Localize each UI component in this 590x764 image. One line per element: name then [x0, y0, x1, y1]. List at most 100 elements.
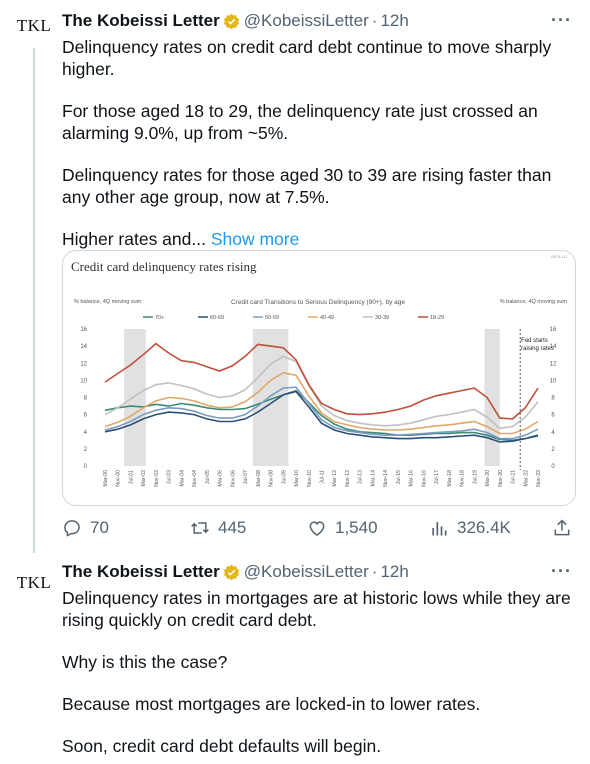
share-button[interactable]: [552, 516, 572, 540]
author-handle[interactable]: @KobeissiLetter: [243, 11, 369, 30]
series-line-70+: [104, 389, 539, 442]
retweet-button[interactable]: 445: [190, 516, 246, 540]
tweet-paragraph: For those aged 18 to 29, the delinquency…: [62, 101, 538, 143]
more-options-icon[interactable]: ···: [551, 10, 572, 30]
y-tick-label-right: 10: [550, 378, 557, 384]
y-tick-label-right: 4: [551, 430, 555, 436]
x-tick-label: Jul-05: [205, 470, 211, 484]
y-tick-label-left: 0: [84, 464, 88, 470]
timestamp[interactable]: 12h: [380, 11, 409, 30]
y-tick-label-right: 14: [550, 344, 557, 350]
x-axis-ticks: Mar-00 Nov-00 Jul-01 Mar-02 Nov-02 Jul-03 Mar-…: [103, 470, 542, 487]
x-tick-label: Mar-16: [409, 470, 415, 487]
x-tick-label: Jul-09: [281, 470, 287, 484]
x-tick-label: Nov-18: [460, 470, 466, 487]
reply-button[interactable]: 70: [62, 516, 109, 540]
views-button[interactable]: 326.4K: [429, 516, 511, 540]
y-tick-label-right: 12: [550, 361, 557, 367]
tweet-2[interactable]: TKL The Kobeissi Letter @KobeissiLetter …: [0, 555, 590, 764]
legend-label: 70+: [155, 315, 164, 321]
left-axis-unit: % balance, 4Q moving sum: [74, 299, 142, 305]
series-line-18-29: [104, 342, 539, 420]
like-button[interactable]: 1,540: [307, 516, 378, 540]
tweet-text: Delinquency rates in mortgages are at hi…: [62, 587, 577, 757]
series-lines: [104, 342, 539, 443]
tweet-1[interactable]: TKL The Kobeissi Letter @KobeissiLetter …: [0, 0, 590, 553]
retweet-count: 445: [218, 518, 247, 537]
x-tick-label: Mar-18: [447, 470, 453, 487]
series-line-30-39: [104, 355, 539, 430]
like-count: 1,540: [335, 518, 378, 537]
x-tick-label: Nov-20: [498, 470, 504, 487]
series-line-50-59: [104, 386, 539, 440]
reply-count: 70: [90, 518, 109, 537]
thread-line: [33, 48, 35, 553]
recession-bands: [124, 329, 500, 466]
x-tick-label: Jul-13: [358, 470, 364, 484]
y-tick-label-left: 2: [84, 447, 88, 453]
right-axis-unit: % balance, 4Q moving sum: [500, 299, 568, 305]
legend-label: 18-29: [430, 315, 444, 321]
x-tick-label: Jul-15: [396, 470, 402, 484]
reply-icon: [64, 520, 80, 537]
views-count: 326.4K: [457, 518, 511, 537]
tweet-paragraph: Soon, credit card debt defaults will beg…: [62, 736, 382, 756]
x-tick-label: Jul-11: [320, 470, 326, 484]
y-tick-label-right: 16: [550, 327, 557, 333]
y-tick-label-left: 8: [84, 396, 88, 402]
separator: ·: [371, 562, 378, 581]
x-tick-label: Jul-21: [511, 470, 517, 484]
x-tick-label: Nov-08: [269, 470, 275, 487]
x-tick-label: Nov-02: [154, 470, 160, 487]
x-tick-label: Mar-06: [218, 470, 224, 487]
tweet-paragraph: Delinquency rates in mortgages are at hi…: [62, 588, 571, 630]
author-name[interactable]: The Kobeissi Letter: [62, 11, 220, 30]
y-tick-label-right: 2: [551, 447, 555, 453]
x-tick-label: Jul-07: [243, 470, 249, 484]
chart-title: Credit card delinquency rates rising: [71, 259, 257, 274]
y-tick-label-right: 8: [551, 396, 555, 402]
x-tick-label: Mar-04: [179, 470, 185, 487]
views-icon: [432, 522, 447, 536]
tweet-paragraph: Delinquency rates for those aged 30 to 3…: [62, 165, 552, 207]
y-tick-label-left: 16: [80, 327, 87, 333]
x-tick-label: Nov-06: [230, 470, 236, 487]
avatar-text: TKL: [16, 573, 52, 592]
chart-legend: 70+ 60-69 50-59 40-49 30-39 18-29: [143, 315, 444, 321]
tweet-header: The Kobeissi Letter @KobeissiLetter · 12…: [62, 561, 409, 583]
chart-image[interactable]: APOLLO Credit card delinquency rates ris…: [62, 250, 576, 506]
timestamp[interactable]: 12h: [380, 562, 409, 581]
x-tick-label: Nov-10: [307, 470, 313, 487]
legend-label: 30-39: [375, 315, 389, 321]
y-tick-label-left: 6: [84, 413, 88, 419]
y-tick-label-left: 4: [84, 430, 88, 436]
heart-icon: [309, 521, 325, 536]
x-tick-label: Mar-14: [370, 470, 376, 487]
author-handle[interactable]: @KobeissiLetter: [243, 562, 369, 581]
x-tick-label: Jul-17: [434, 470, 440, 484]
y-tick-label-right: 6: [551, 413, 555, 419]
action-bar: 70 445 1,540 326.4K: [62, 516, 577, 540]
verified-badge-icon: [223, 564, 239, 580]
fed-annotation: Fed starts raising rates: [521, 338, 554, 352]
y-axis-ticks: 0 0 2 2 4 4 6 6 8 8 10 10 12 12 14 14 16 16: [80, 327, 557, 470]
recession-band: [252, 329, 289, 466]
tweet-paragraph: Why is this the case?: [62, 652, 228, 672]
series-line-40-49: [104, 371, 539, 435]
avatar[interactable]: TKL: [14, 573, 54, 595]
avatar-text: TKL: [16, 16, 52, 35]
show-more-link[interactable]: Show more: [210, 229, 300, 249]
truncated-text: Higher rates and...: [62, 229, 206, 249]
source-label: APOLLO: [551, 254, 567, 259]
legend-label: 60-69: [210, 315, 224, 321]
more-options-icon[interactable]: ···: [551, 561, 572, 581]
delinquency-chart: APOLLO Credit card delinquency rates ris…: [71, 254, 568, 487]
x-tick-label: Mar-12: [332, 470, 338, 487]
author-name[interactable]: The Kobeissi Letter: [62, 562, 220, 581]
separator: ·: [371, 11, 378, 30]
x-tick-label: Mar-20: [485, 470, 491, 487]
y-tick-label-right: 0: [551, 464, 555, 470]
tweet-text: Delinquency rates on credit card debt co…: [62, 36, 577, 250]
y-tick-label-left: 12: [80, 361, 87, 367]
avatar[interactable]: TKL: [14, 16, 54, 38]
